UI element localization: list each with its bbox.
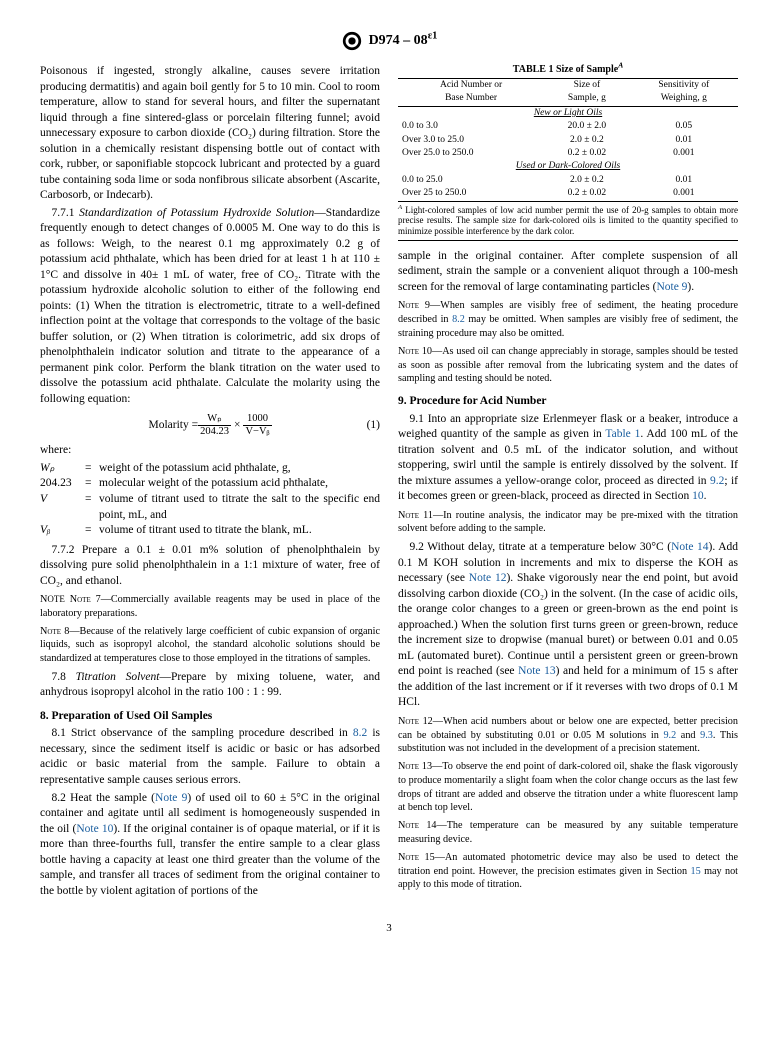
link-note-12[interactable]: Note 12 [469, 572, 507, 584]
para-772: 7.7.2 Prepare a 0.1 ± 0.01 m% solution o… [40, 543, 380, 590]
heading-8: 8. Preparation of Used Oil Samples [40, 709, 380, 725]
note-8: Note 8—Because of the relatively large c… [40, 625, 380, 666]
note-10: Note 10—As used oil can change appreciab… [398, 345, 738, 386]
note-14: Note 14—The temperature can be measured … [398, 819, 738, 847]
link-note-13[interactable]: Note 13 [518, 665, 555, 677]
link-9-2b[interactable]: 9.2 [663, 730, 676, 741]
para-continuation: sample in the original container. After … [398, 249, 738, 296]
link-9-2[interactable]: 9.2 [710, 475, 724, 487]
link-8-2[interactable]: 8.2 [353, 727, 367, 739]
para-81: 8.1 Strict observance of the sampling pr… [40, 726, 380, 788]
link-section-15[interactable]: 15 [691, 866, 701, 877]
link-note-9[interactable]: Note 9 [155, 792, 187, 804]
equation-1: Molarity = Wₚ204.23 × 1000V−Vᵦ (1) [40, 413, 380, 437]
link-section-10[interactable]: 10 [692, 490, 704, 502]
table-1: TABLE 1 Size of SampleA Acid Number orSi… [398, 64, 738, 241]
para-92: 9.2 Without delay, titrate at a temperat… [398, 540, 738, 711]
link-note-10[interactable]: Note 10 [76, 823, 113, 835]
right-column: TABLE 1 Size of SampleA Acid Number orSi… [398, 64, 738, 901]
page-number: 3 [40, 921, 738, 936]
link-table-1[interactable]: Table 1 [605, 428, 640, 440]
note-12: Note 12—When acid numbers about or below… [398, 715, 738, 756]
astm-logo-icon [341, 30, 363, 52]
para-poison: Poisonous if ingested, strongly alkaline… [40, 64, 380, 204]
link-8-2b[interactable]: 8.2 [452, 314, 465, 325]
link-note-9b[interactable]: Note 9 [656, 281, 687, 293]
note-7: NOTE Note 7—Commercially available reage… [40, 593, 380, 621]
heading-9: 9. Procedure for Acid Number [398, 394, 738, 410]
where-table: Wₚ=weight of the potassium acid phthalat… [40, 461, 380, 539]
para-82: 8.2 Heat the sample (Note 9) of used oil… [40, 791, 380, 900]
para-771: 7.7.1 Standardization of Potassium Hydro… [40, 206, 380, 408]
note-13: Note 13—To observe the end point of dark… [398, 760, 738, 815]
link-note-14[interactable]: Note 14 [671, 541, 708, 553]
note-9: Note 9—When samples are visibly free of … [398, 299, 738, 340]
where-label: where: [40, 443, 380, 459]
doc-id-sup: ɛ1 [428, 30, 438, 41]
left-column: Poisonous if ingested, strongly alkaline… [40, 64, 380, 901]
link-9-3[interactable]: 9.3 [700, 730, 713, 741]
doc-id: D974 – 08 [369, 33, 428, 48]
para-91: 9.1 Into an appropriate size Erlenmeyer … [398, 412, 738, 505]
doc-header: D974 – 08ɛ1 [40, 30, 738, 52]
note-11: Note 11—In routine analysis, the indicat… [398, 509, 738, 537]
note-15: Note 15—An automated photometric device … [398, 851, 738, 892]
para-78: 7.8 Titration Solvent—Prepare by mixing … [40, 670, 380, 701]
